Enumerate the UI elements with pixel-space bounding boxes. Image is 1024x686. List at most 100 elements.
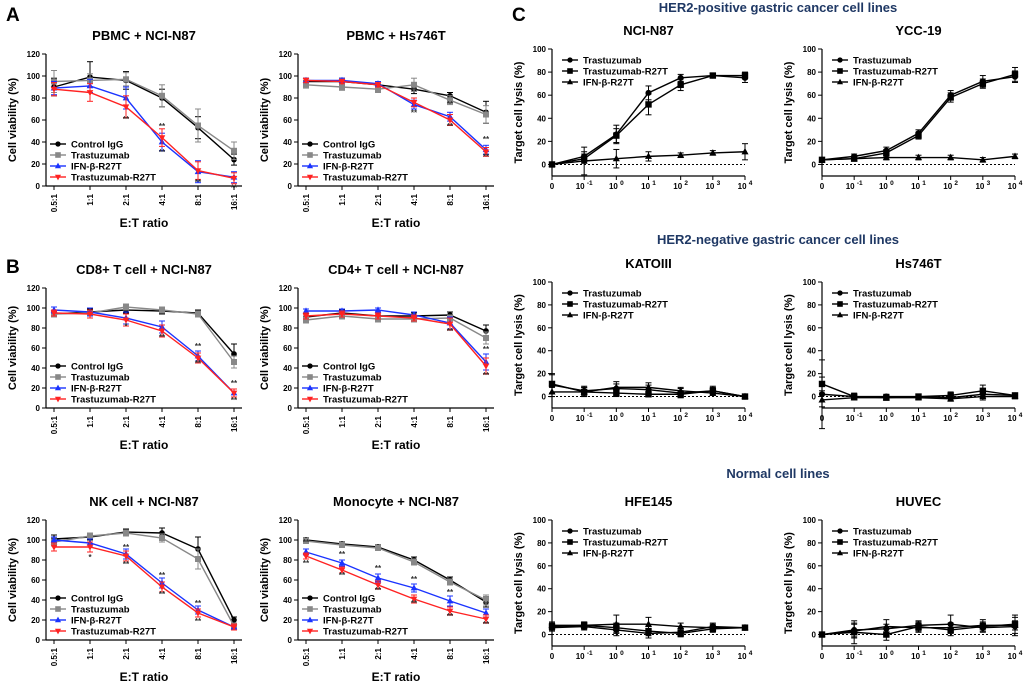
y-tick-label: 20: [283, 616, 292, 625]
data-point: [303, 317, 309, 323]
x-tick-label: 2:1: [374, 647, 383, 659]
data-point: [548, 380, 556, 388]
y-tick-label: 0: [36, 636, 41, 645]
data-point: [159, 307, 165, 313]
data-point: [850, 627, 858, 634]
x-tick-label: 10 1: [911, 650, 926, 661]
data-point: [374, 82, 382, 89]
x-axis-label: E:T ratio: [120, 670, 169, 684]
chart-b1: CD8+ T cell + NCI-N87 0 20 40 60 80 100 120 0.5:…: [7, 262, 242, 452]
section-title-normal: Normal cell lines: [726, 466, 829, 481]
data-point: [231, 617, 237, 623]
legend-marker: [306, 396, 314, 403]
x-tick-label: 0.5:1: [50, 647, 59, 666]
data-point: [979, 387, 987, 395]
y-tick-label: 40: [31, 596, 40, 605]
chart-b4: Monocyte + NCI-N87 0 20 40 60 80 100 120 0.5:1 1:…: [259, 494, 494, 684]
data-point: [375, 545, 381, 551]
y-tick-label: 20: [807, 608, 816, 617]
significance-mark: *: [88, 553, 92, 562]
legend-label: IFN-β-R27T: [853, 310, 904, 321]
series-line: [53, 532, 235, 627]
chart-a2: PBMC + Hs746T 0 20 40 60 80 100 120 0.5:1 1:1 2:1 4…: [259, 28, 494, 230]
chart-c3: KATOIII 0 20 40 60 80 100 0 10 -1 10 0 10 1 10 2 10 …: [513, 256, 753, 423]
legend: Control IgGTrastuzumabIFN-β-R27TTrastuzu…: [302, 139, 408, 183]
y-tick-label: 40: [31, 364, 40, 373]
x-tick-label: 10 3: [705, 180, 720, 191]
y-tick-label: 0: [542, 631, 547, 640]
data-point: [914, 623, 923, 631]
x-tick-label: 8:1: [194, 415, 203, 427]
data-point: [709, 72, 717, 79]
panel-label-a: A: [6, 5, 20, 26]
x-tick-label: 1:1: [86, 193, 95, 205]
data-point: [947, 394, 955, 402]
data-point: [914, 393, 923, 401]
y-tick-label: 60: [807, 324, 816, 333]
data-point: [231, 351, 237, 357]
legend-label: Control IgG: [71, 139, 123, 150]
legend: Control IgGTrastuzumabIFN-β-R27TTrastuzu…: [50, 593, 156, 637]
y-axis-label: Target cell lysis (%): [513, 61, 525, 163]
chart-c2: YCC-19 0 20 40 60 80 100 0 10 -1 10 0 10 1 10 2 10 3…: [783, 23, 1023, 191]
data-point: [612, 154, 620, 162]
legend-label: Trastuzumab-R27T: [71, 626, 156, 637]
x-tick-label: 1:1: [86, 415, 95, 427]
series-trastuzumab-r27t: [50, 309, 238, 398]
data-point: [709, 623, 717, 631]
significance-mark: **: [123, 115, 130, 124]
legend-marker: [836, 78, 844, 85]
y-tick-label: 60: [283, 344, 292, 353]
data-point: [374, 313, 382, 320]
significance-mark: **: [411, 87, 418, 96]
x-tick-label: 4:1: [158, 647, 167, 659]
legend-label: Trastuzumab: [853, 288, 912, 299]
y-axis-label: Target cell lysis (%): [783, 61, 795, 163]
legend-marker: [567, 301, 573, 307]
series-ifn-r27t: [818, 619, 1019, 639]
legend: Control IgGTrastuzumabIFN-β-R27TTrastuzu…: [50, 139, 156, 183]
series-ifn-r27t: [818, 392, 1019, 408]
legend-label: Trastuzumab: [583, 55, 642, 66]
data-point: [947, 623, 955, 631]
legend-label: Trastuzumab: [323, 604, 382, 615]
data-point: [882, 622, 890, 630]
data-point: [548, 621, 556, 628]
chart-title: CD4+ T cell + NCI-N87: [328, 262, 464, 277]
x-tick-label: 10 1: [911, 180, 926, 191]
series-line: [821, 76, 1016, 161]
data-point: [230, 175, 238, 182]
series-control-igg: [51, 306, 237, 365]
significance-mark: **: [483, 620, 490, 629]
chart-b3: NK cell + NCI-N87 0 20 40 60 80 100 120 0.5:1 1:1…: [7, 494, 242, 684]
data-point: [548, 388, 556, 395]
data-point: [122, 104, 130, 111]
x-tick-label: 10 0: [609, 412, 624, 423]
data-point: [645, 391, 652, 398]
series-line: [305, 315, 487, 339]
data-point: [915, 132, 922, 139]
legend-label: IFN-β-R27T: [583, 548, 634, 559]
section-title-her2-negative: HER2-negative gastric cancer cell lines: [657, 232, 899, 247]
data-point: [50, 310, 58, 317]
x-axis-label: E:T ratio: [120, 216, 169, 230]
chart-title: YCC-19: [895, 23, 941, 38]
data-point: [231, 147, 237, 154]
data-point: [613, 132, 620, 139]
significance-mark: **: [411, 599, 418, 608]
y-tick-label: 40: [31, 138, 40, 147]
y-tick-label: 120: [279, 284, 293, 293]
data-point: [914, 153, 923, 161]
y-tick-label: 80: [31, 94, 40, 103]
legend-marker: [55, 141, 61, 147]
significance-mark: **: [231, 396, 238, 405]
series-trastuzumab: [303, 538, 489, 606]
y-tick-label: 60: [283, 116, 292, 125]
legend-marker: [566, 78, 574, 85]
legend-label: Trastuzumab-R27T: [323, 394, 408, 405]
significance-mark: **: [447, 612, 454, 621]
y-tick-label: 120: [279, 516, 293, 525]
